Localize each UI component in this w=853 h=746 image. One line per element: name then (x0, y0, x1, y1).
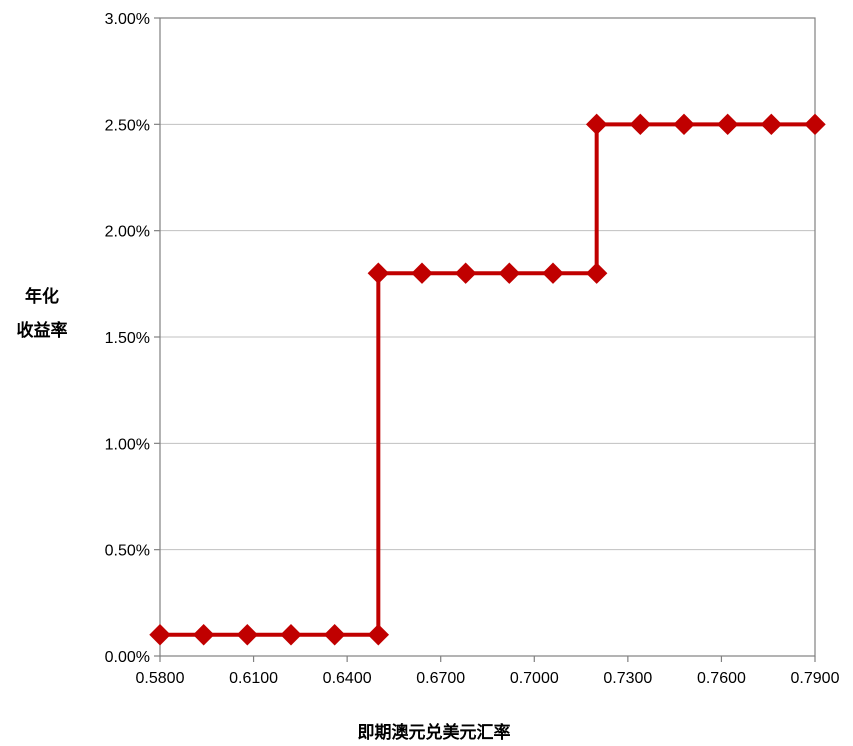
data-point-marker (149, 624, 171, 646)
data-point-marker (192, 624, 215, 646)
data-point-marker (454, 262, 477, 284)
data-point-marker (280, 624, 302, 646)
y-axis: 0.00% 0.50% 1.00% 1.50% 2.00% 2.50% 3.00% (105, 11, 160, 666)
gridlines (160, 123, 815, 551)
data-point-marker (411, 262, 433, 284)
y-tick-label: 3.00% (105, 11, 150, 28)
data-point-marker (716, 113, 739, 136)
x-axis: 0.5800 0.6100 0.6400 0.6700 0.7000 0.7300 0.76… (136, 656, 840, 687)
data-point-marker (367, 262, 390, 284)
x-tick-label: 0.7300 (603, 670, 652, 687)
data-point-marker (542, 262, 564, 284)
x-tick-label: 0.6700 (416, 670, 465, 687)
data-point-marker (236, 624, 259, 646)
x-tick-label: 0.7000 (510, 670, 559, 687)
x-tick-label: 0.5800 (136, 670, 185, 687)
x-axis-title: 即期澳元兑美元汇率 (358, 722, 511, 743)
x-tick-label: 0.7900 (791, 670, 840, 687)
data-point-marker (804, 113, 826, 136)
data-point-marker (585, 113, 608, 136)
x-tick-label: 0.6100 (229, 670, 278, 687)
y-axis-title-line-1: 年化 (25, 286, 59, 307)
data-point-marker (673, 113, 695, 136)
data-point-marker (760, 113, 783, 136)
series-line (160, 122, 815, 637)
y-tick-label: 2.50% (105, 117, 150, 134)
series-group (149, 113, 826, 646)
data-point-marker (367, 624, 390, 646)
data-point-marker (585, 262, 608, 284)
y-tick-label: 1.50% (105, 330, 150, 347)
data-point-marker (498, 262, 521, 284)
x-tick-label: 0.6400 (323, 670, 372, 687)
y-tick-label: 1.00% (105, 436, 150, 453)
x-tick-label: 0.7600 (697, 670, 746, 687)
data-point-marker (323, 624, 346, 646)
y-axis-title-line-2: 收益率 (17, 320, 68, 341)
y-tick-label: 0.00% (105, 649, 150, 666)
y-tick-label: 2.00% (105, 224, 150, 241)
data-point-marker (629, 113, 652, 136)
y-tick-label: 0.50% (105, 543, 150, 560)
